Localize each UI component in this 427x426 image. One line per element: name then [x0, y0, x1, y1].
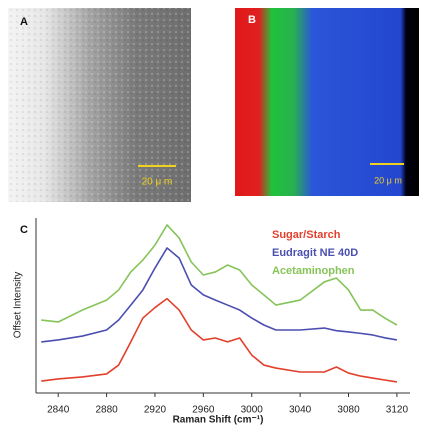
- panel-label: B: [248, 14, 256, 26]
- legend-label: Sugar/Starch: [272, 229, 341, 241]
- x-tick-label: 2840: [47, 405, 70, 416]
- y-axis-label: Offset Intensity: [13, 272, 24, 339]
- x-tick-label: 3080: [337, 405, 360, 416]
- x-axis-label: Raman Shift (cm⁻¹): [173, 415, 264, 426]
- x-tick-label: 2960: [192, 405, 215, 416]
- x-tick-label: 2920: [144, 405, 167, 416]
- panel-label: A: [20, 16, 28, 28]
- x-tick-label: 3120: [386, 405, 409, 416]
- figure: A 20 μ m B 20 μ m C Offset Intensity Ram…: [0, 0, 427, 426]
- map-b: [235, 8, 419, 196]
- series-line: [41, 299, 397, 382]
- legend-label: Eudragit NE 40D: [272, 247, 358, 259]
- series-line: [41, 248, 397, 342]
- legend-label: Acetaminophen: [272, 265, 355, 277]
- scale-bar-label: 20 μ m: [142, 177, 173, 188]
- texture: [8, 8, 191, 202]
- scale-bar-label: 20 μ m: [374, 175, 402, 185]
- x-tick-label: 2880: [95, 405, 118, 416]
- x-tick-label: 3000: [241, 405, 264, 416]
- panel-label: C: [20, 224, 28, 236]
- x-tick-label: 3040: [289, 405, 312, 416]
